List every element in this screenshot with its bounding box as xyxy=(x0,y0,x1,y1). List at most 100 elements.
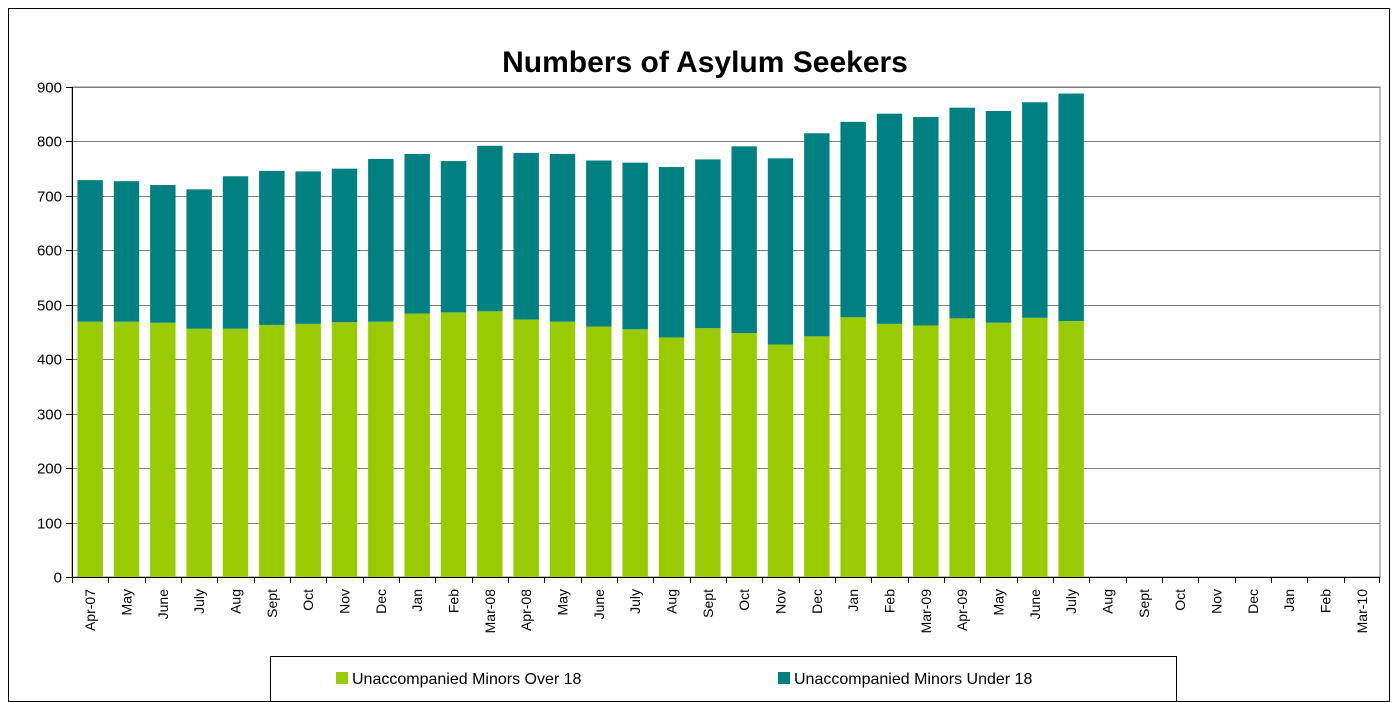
y-tick-label: 300 xyxy=(37,407,62,424)
x-tick-label: Jan xyxy=(845,589,861,612)
bar-over-18 xyxy=(731,333,757,577)
bar-under-18 xyxy=(586,160,612,327)
bar-under-18 xyxy=(440,161,467,313)
legend-swatch xyxy=(336,672,348,684)
bar-under-18 xyxy=(222,176,249,329)
x-tick-label: July xyxy=(1063,589,1079,614)
x-tick-label: Dec xyxy=(373,589,389,614)
chart-title: Numbers of Asylum Seekers xyxy=(502,46,908,79)
bar-under-18 xyxy=(731,146,757,334)
x-tick-label: Mar-09 xyxy=(918,589,934,634)
bar-over-18 xyxy=(186,328,212,577)
bar-under-18 xyxy=(259,170,285,325)
legend-label: Unaccompanied Minors Over 18 xyxy=(352,671,582,688)
bar-over-18 xyxy=(477,311,503,577)
x-tick-label: Apr-09 xyxy=(954,589,970,631)
bar-under-18 xyxy=(949,107,975,319)
x-tick-label: Nov xyxy=(773,589,789,614)
bar-over-18 xyxy=(658,337,685,577)
x-tick-label: June xyxy=(591,589,607,620)
x-tick-label: Mar-08 xyxy=(482,589,498,634)
x-tick-label: Sept xyxy=(264,589,280,618)
y-tick-label: 400 xyxy=(37,352,62,369)
bar-over-18 xyxy=(876,323,903,577)
bar-over-18 xyxy=(622,329,648,577)
x-tick-label: Oct xyxy=(300,589,316,611)
bar-over-18 xyxy=(840,317,866,577)
legend-label: Unaccompanied Minors Under 18 xyxy=(794,671,1032,688)
x-tick-label: Feb xyxy=(446,589,462,613)
bar-under-18 xyxy=(985,110,1012,323)
bar-over-18 xyxy=(150,322,176,577)
bar-over-18 xyxy=(913,325,939,577)
legend-box xyxy=(270,656,1177,702)
bar-over-18 xyxy=(77,321,103,577)
bar-over-18 xyxy=(985,322,1012,577)
bar-under-18 xyxy=(150,185,176,323)
axes: 0 100 200 300 400 500 600 700 800 900 Apr-07 May Jun… xyxy=(37,80,1380,634)
bar-over-18 xyxy=(1058,321,1084,577)
bar-over-18 xyxy=(295,323,321,577)
bar-over-18 xyxy=(222,328,249,577)
bar-under-18 xyxy=(477,145,503,312)
bar-under-18 xyxy=(767,158,794,345)
bar-over-18 xyxy=(804,336,830,577)
x-tick-label: Jan xyxy=(409,589,425,612)
bar-under-18 xyxy=(186,189,212,329)
bar-over-18 xyxy=(259,324,285,577)
x-tick-label: July xyxy=(627,589,643,614)
bar-under-18 xyxy=(622,162,648,330)
x-tick-label: May xyxy=(991,589,1007,615)
x-tick-label: Aug xyxy=(228,589,244,614)
bar-under-18 xyxy=(695,159,721,329)
x-tick-label: July xyxy=(191,589,207,614)
y-tick-label: 800 xyxy=(37,134,62,151)
bar-under-18 xyxy=(1058,93,1084,322)
legend: Unaccompanied Minors Over 18 Unaccompanie… xyxy=(270,656,1177,702)
bar-over-18 xyxy=(331,322,358,577)
bar-over-18 xyxy=(949,318,975,577)
bar-under-18 xyxy=(913,116,939,326)
x-tick-label: June xyxy=(155,589,171,620)
x-tick-label: Nov xyxy=(337,589,353,614)
x-tick-label: Apr-08 xyxy=(518,589,534,631)
bar-under-18 xyxy=(804,133,830,337)
bar-under-18 xyxy=(549,153,576,322)
y-tick-label: 200 xyxy=(37,461,62,478)
bar-over-18 xyxy=(1022,317,1048,577)
bar-over-18 xyxy=(113,321,140,577)
bar-under-18 xyxy=(840,121,866,318)
y-tick-label: 0 xyxy=(54,570,62,587)
x-tick-label: Feb xyxy=(1318,589,1334,613)
x-tick-label: Mar-10 xyxy=(1354,589,1370,634)
bar-under-18 xyxy=(1022,102,1048,318)
legend-swatch xyxy=(778,672,790,684)
y-tick-label: 500 xyxy=(37,298,62,315)
x-tick-label: Dec xyxy=(809,589,825,614)
bar-over-18 xyxy=(549,321,576,577)
x-tick-label: May xyxy=(119,589,135,615)
x-tick-label: June xyxy=(1027,589,1043,620)
x-tick-label: Oct xyxy=(1172,589,1188,611)
y-tick-label: 100 xyxy=(37,516,62,533)
bar-over-18 xyxy=(440,312,467,577)
bar-over-18 xyxy=(368,321,394,577)
bar-over-18 xyxy=(767,344,794,577)
y-tick-label: 700 xyxy=(37,189,62,206)
x-tick-label: Jan xyxy=(1281,589,1297,612)
x-tick-label: Apr-07 xyxy=(82,589,98,631)
bars xyxy=(77,93,1084,577)
bar-over-18 xyxy=(404,313,430,577)
x-tick-label: Sept xyxy=(700,589,716,618)
x-tick-label: Sept xyxy=(1136,589,1152,618)
bar-over-18 xyxy=(513,319,539,577)
bar-under-18 xyxy=(77,180,103,322)
x-tick-label: Dec xyxy=(1245,589,1261,614)
x-tick-label: Feb xyxy=(882,589,898,613)
x-tick-label: Aug xyxy=(1100,589,1116,614)
bar-under-18 xyxy=(295,171,321,324)
x-tick-label: Oct xyxy=(736,589,752,611)
bar-under-18 xyxy=(876,113,903,324)
